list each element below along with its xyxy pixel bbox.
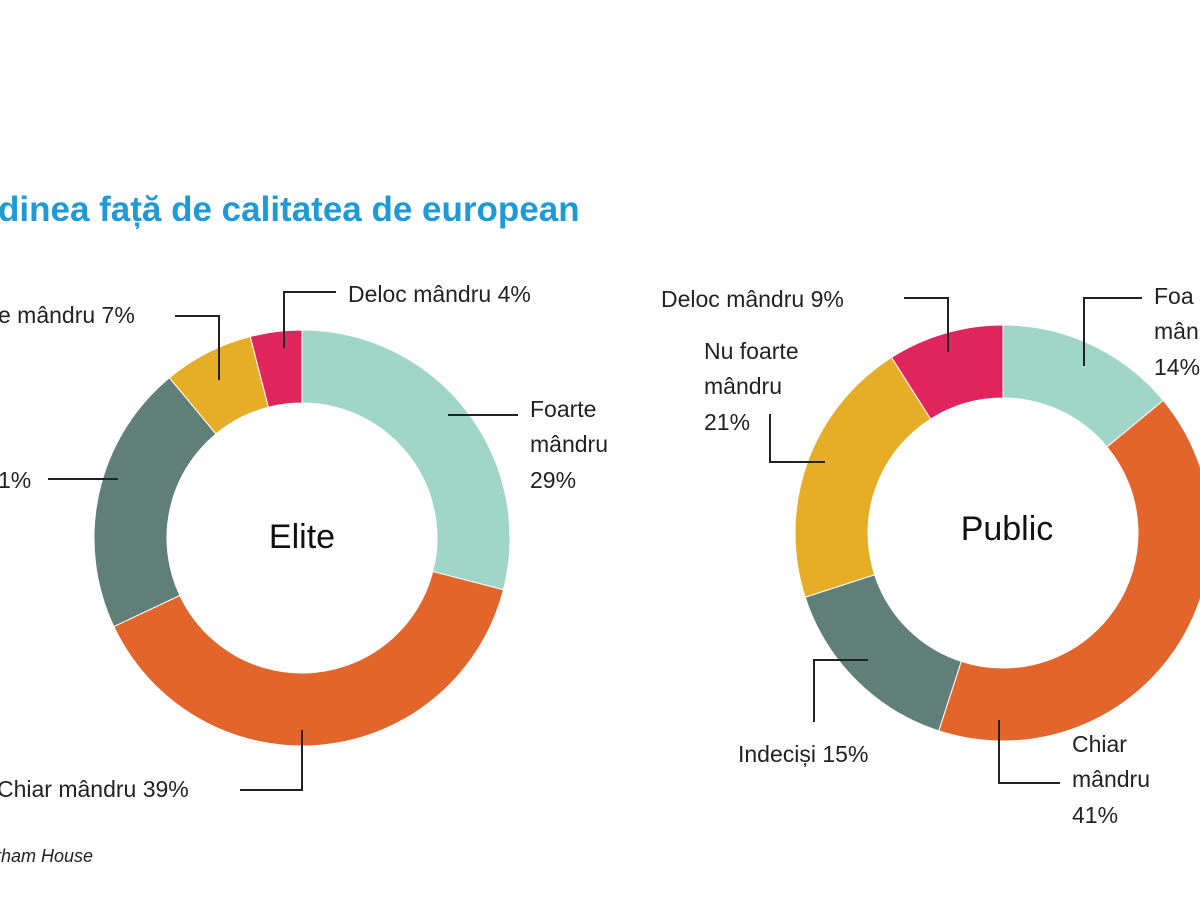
public-leader-deloc — [904, 297, 949, 352]
public-label-chiar-2: mândru — [1072, 766, 1150, 792]
elite-slice-indecisi — [93, 377, 217, 628]
public-leader-nu-foarte — [769, 414, 825, 463]
public-slice-deloc — [890, 324, 1004, 420]
public-label-nu-foarte-3: 21% — [704, 409, 750, 435]
public-label-nu-foarte-1: Nu foarte — [704, 338, 799, 364]
public-label-foarte-3: 14% — [1154, 354, 1200, 380]
leader-lines — [48, 291, 1142, 791]
elite-slice-deloc — [249, 329, 303, 408]
public-slice-chiar — [938, 399, 1200, 742]
public-label-indecisi: Indeciși 15% — [738, 741, 868, 767]
elite-leader-chiar — [240, 730, 303, 791]
elite-label-chiar: Chiar mândru 39% — [0, 776, 189, 802]
elite-slice-foarte — [301, 329, 511, 591]
elite-slice-chiar — [113, 570, 505, 747]
public-slice-nu-foarte — [794, 356, 932, 598]
elite-leader-deloc — [283, 291, 336, 348]
public-label-foarte-1: Foa — [1154, 283, 1194, 309]
public-leader-chiar — [998, 720, 1060, 784]
elite-leader-nu-foarte — [175, 315, 220, 380]
donut-public — [794, 324, 1200, 742]
public-label-nu-foarte-2: mândru — [704, 373, 782, 399]
public-label-deloc: Deloc mândru 9% — [661, 286, 844, 312]
elite-label-foarte-2: mândru — [530, 431, 608, 457]
elite-label-foarte-3: 29% — [530, 467, 576, 493]
donut-elite — [93, 329, 511, 747]
public-label-foarte-2: mân — [1154, 318, 1199, 344]
elite-center-label: Elite — [269, 518, 335, 556]
elite-label-foarte-1: Foarte — [530, 396, 596, 422]
source-note: tham House — [0, 846, 94, 866]
elite-label-deloc: Deloc mândru 4% — [348, 281, 531, 307]
public-leader-indecisi — [813, 659, 868, 722]
public-label-chiar-1: Chiar — [1072, 731, 1127, 757]
elite-label-nu-foarte: e mândru 7% — [0, 302, 135, 328]
elite-label-indecisi: 1% — [0, 467, 31, 493]
public-leader-foarte — [1083, 297, 1142, 366]
chart-title: dinea față de calitatea de european — [0, 190, 580, 229]
public-label-chiar-3: 41% — [1072, 802, 1118, 828]
public-slice-indecisi — [804, 574, 962, 732]
public-center-label: Public — [961, 510, 1054, 548]
